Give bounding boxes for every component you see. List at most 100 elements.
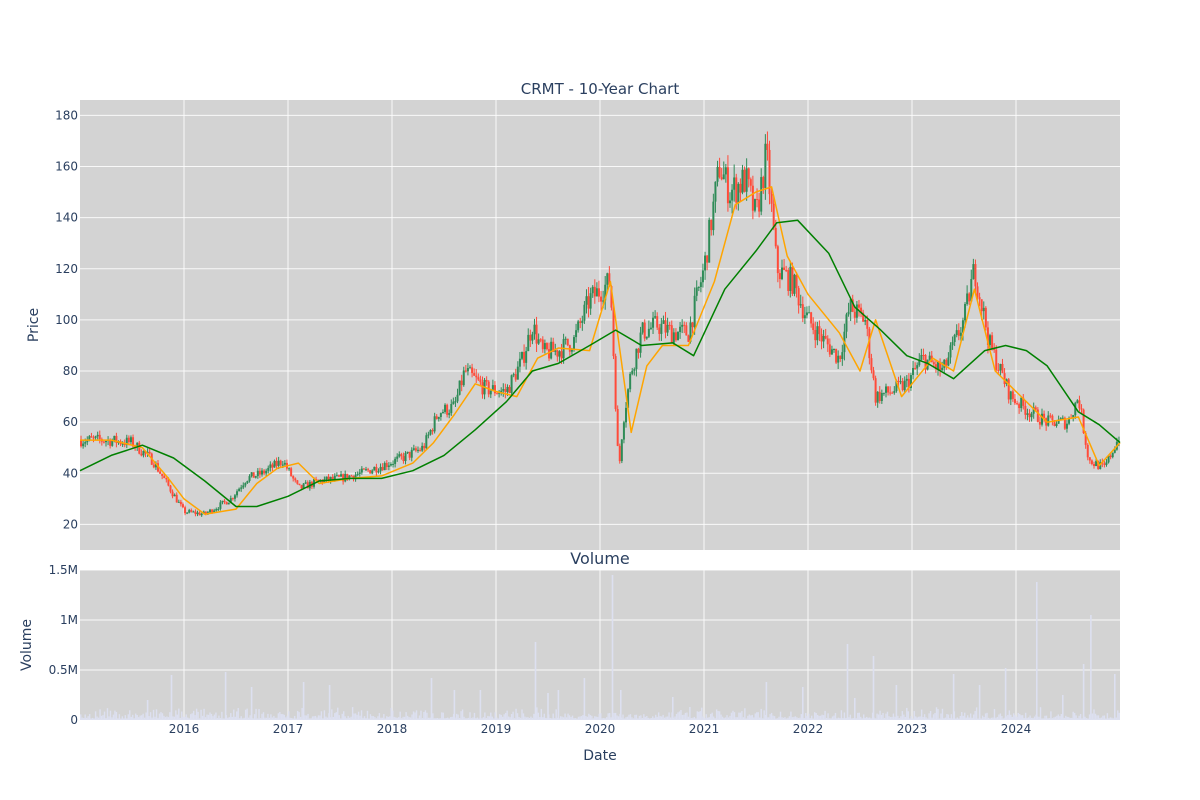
volume-bar bbox=[1093, 709, 1095, 720]
volume-spike-bar bbox=[1114, 674, 1116, 720]
candle-body bbox=[699, 282, 702, 287]
candle-body bbox=[937, 361, 939, 370]
volume-bar bbox=[931, 717, 933, 720]
candle-body bbox=[296, 480, 299, 484]
volume-bar bbox=[818, 715, 820, 720]
volume-bar bbox=[929, 711, 932, 720]
candle-body bbox=[695, 287, 698, 296]
volume-bar bbox=[384, 718, 387, 720]
candle-body bbox=[427, 434, 430, 436]
candle-body bbox=[292, 476, 295, 479]
volume-bar bbox=[1023, 717, 1025, 720]
candle-body bbox=[175, 494, 178, 503]
volume-bar bbox=[925, 717, 927, 720]
volume-bar bbox=[445, 717, 447, 720]
date-x-tick-label: 2022 bbox=[793, 722, 824, 736]
volume-bar bbox=[503, 714, 505, 720]
candle-body bbox=[198, 512, 201, 516]
volume-bar bbox=[744, 708, 746, 720]
volume-bar bbox=[326, 717, 329, 720]
candle-body bbox=[687, 335, 690, 342]
candle-body bbox=[701, 270, 704, 283]
volume-bar bbox=[935, 707, 938, 720]
volume-bar bbox=[323, 710, 326, 720]
candle-body bbox=[645, 336, 648, 339]
volume-bar bbox=[868, 717, 871, 720]
volume-bar bbox=[334, 713, 336, 720]
volume-spike-bar bbox=[872, 656, 875, 720]
candle-body bbox=[824, 335, 827, 339]
candle-body bbox=[267, 467, 270, 471]
candle-body bbox=[408, 451, 411, 458]
candle-body bbox=[903, 380, 906, 391]
volume-bar bbox=[320, 711, 323, 720]
volume-bar bbox=[684, 712, 687, 720]
volume-bar bbox=[616, 715, 618, 720]
candle-body bbox=[841, 352, 844, 360]
volume-bar bbox=[834, 712, 837, 720]
candle-body bbox=[897, 380, 900, 382]
volume-bar bbox=[915, 716, 917, 720]
volume-bar bbox=[264, 717, 266, 720]
candle-body bbox=[531, 334, 534, 341]
volume-bar bbox=[830, 718, 832, 720]
candle-body bbox=[543, 343, 546, 350]
candle-body bbox=[681, 324, 684, 327]
volume-bar bbox=[677, 712, 679, 720]
volume-bar bbox=[1088, 714, 1091, 720]
volume-bar bbox=[564, 713, 566, 720]
price-grid bbox=[80, 100, 1120, 550]
moving-average-lines bbox=[79, 186, 1121, 515]
volume-bar bbox=[154, 716, 156, 720]
volume-bar bbox=[553, 718, 556, 720]
volume-bar bbox=[331, 709, 333, 720]
candle-body bbox=[1047, 415, 1050, 426]
candle-body bbox=[354, 474, 357, 480]
volume-bar bbox=[781, 717, 783, 720]
volume-bar bbox=[1020, 715, 1022, 720]
volume-bar bbox=[213, 714, 216, 720]
volume-bar bbox=[1029, 715, 1031, 720]
volume-bar bbox=[993, 709, 996, 720]
volume-bar bbox=[891, 716, 893, 720]
candle-body bbox=[109, 439, 112, 446]
candle-body bbox=[693, 295, 696, 328]
candle-body bbox=[450, 404, 453, 414]
volume-bar bbox=[967, 715, 969, 720]
candle-body bbox=[288, 468, 291, 470]
volume-bar bbox=[124, 715, 127, 720]
volume-bar bbox=[351, 707, 354, 720]
candle-body bbox=[722, 174, 725, 180]
volume-bar bbox=[504, 712, 507, 720]
candle-body bbox=[523, 352, 526, 363]
candle-body bbox=[610, 286, 613, 308]
volume-bar bbox=[299, 716, 302, 720]
price-y-tick-label: 180 bbox=[55, 108, 78, 122]
volume-bar bbox=[816, 714, 819, 720]
volume-bar bbox=[230, 713, 232, 720]
candle-body bbox=[803, 315, 806, 319]
volume-bar bbox=[344, 716, 346, 720]
candle-body bbox=[810, 312, 813, 324]
volume-bar bbox=[665, 716, 667, 720]
volume-bar bbox=[824, 710, 826, 720]
volume-bar bbox=[1091, 713, 1094, 720]
volume-bar bbox=[738, 712, 740, 720]
volume-bar bbox=[675, 713, 678, 720]
volume-bar bbox=[726, 715, 728, 720]
volume-bar bbox=[429, 717, 431, 720]
volume-bar bbox=[799, 717, 801, 720]
candle-body bbox=[362, 468, 365, 470]
candle-body bbox=[425, 435, 428, 449]
volume-bar bbox=[176, 714, 179, 720]
candle-body bbox=[132, 437, 135, 447]
volume-bar bbox=[246, 708, 248, 720]
candle-body bbox=[204, 511, 207, 514]
candle-body bbox=[466, 368, 469, 372]
volume-bar bbox=[389, 716, 391, 720]
volume-bar bbox=[117, 718, 119, 720]
candle-body bbox=[753, 199, 756, 211]
candle-body bbox=[984, 307, 987, 328]
volume-bar bbox=[94, 711, 97, 720]
volume-bar bbox=[946, 714, 948, 720]
